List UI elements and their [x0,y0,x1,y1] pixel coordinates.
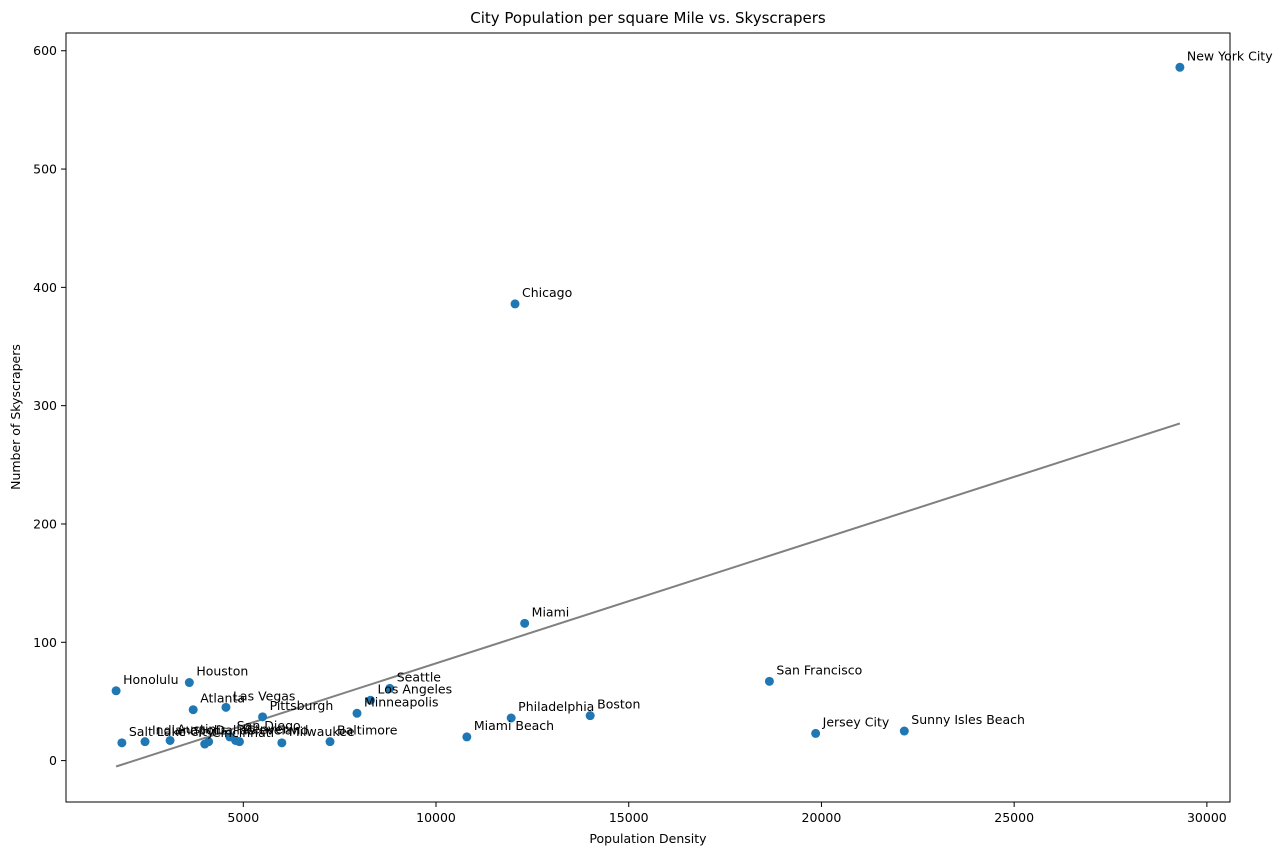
point-label: Miami Beach [474,718,554,733]
scatter-point [111,686,121,696]
scatter-point [200,739,210,749]
scatter-point [225,732,235,742]
point-label: Dallas [216,723,254,738]
scatter-point [811,728,821,738]
y-tick-label: 500 [33,162,57,177]
scatter-point [385,683,395,693]
scatter-point [277,738,287,748]
point-label: Atlanta [200,691,245,706]
point-label: Los Angeles [377,681,452,696]
scatter-point [899,726,909,736]
scatter-point [462,732,472,742]
point-label: Las Vegas [233,688,296,703]
x-axis-label: Population Density [589,831,707,846]
scatter-point [117,738,127,748]
point-label: Honolulu [123,672,178,687]
point-label: Houston [196,664,248,679]
x-tick-label: 20000 [802,810,842,825]
point-label: Jersey City [822,714,890,729]
scatter-point [184,678,194,688]
point-label: Denver [243,721,289,736]
point-label: Milwaukee [289,724,355,739]
point-label: Seattle [397,669,442,684]
point-label: Sunny Isles Beach [911,712,1025,727]
scatter-point [764,676,774,686]
scatter-point [325,737,335,747]
point-label: Indianapolis [152,723,227,738]
scatter-point [221,702,231,712]
point-label: Cincinnati [212,725,274,740]
scatter-point [140,737,150,747]
x-tick-label: 10000 [416,810,456,825]
x-tick-label: 25000 [994,810,1034,825]
y-tick-label: 400 [33,280,57,295]
trend-line [115,422,1181,768]
scatter-point [188,705,198,715]
scatter-point [585,711,595,721]
y-tick-label: 600 [33,43,57,58]
point-label: Austin [177,721,216,736]
point-label: Chicago [522,285,572,300]
scatter-point [506,713,516,723]
scatter-point [352,708,362,718]
x-tick-label: 5000 [227,810,259,825]
point-label: Minneapolis [364,694,439,709]
x-tick-label: 15000 [609,810,649,825]
scatter-point [365,695,375,705]
scatter-point [1175,62,1185,72]
chart-title: City Population per square Mile vs. Skys… [470,9,826,27]
point-label: Cleveland [246,723,308,738]
point-label: Boston [597,697,640,712]
point-label: Baltimore [337,723,398,738]
point-label: San Francisco [776,662,862,677]
y-tick-label: 0 [49,753,57,768]
scatter-point [510,299,520,309]
point-label: Philadelphia [518,699,594,714]
plot-frame [65,32,1231,803]
y-tick-label: 100 [33,635,57,650]
y-tick-label: 300 [33,398,57,413]
x-tick-label: 30000 [1187,810,1227,825]
y-tick-label: 200 [33,516,57,531]
point-label: Salt Lake City [129,724,215,739]
y-axis-label: Number of Skyscrapers [8,344,23,490]
point-label: Miami [532,604,570,619]
scatter-point [520,618,530,628]
scatter-point [258,712,268,722]
point-label: San Diego [237,718,301,733]
scatter-point [165,735,175,745]
point-label: Pittsburgh [270,698,334,713]
